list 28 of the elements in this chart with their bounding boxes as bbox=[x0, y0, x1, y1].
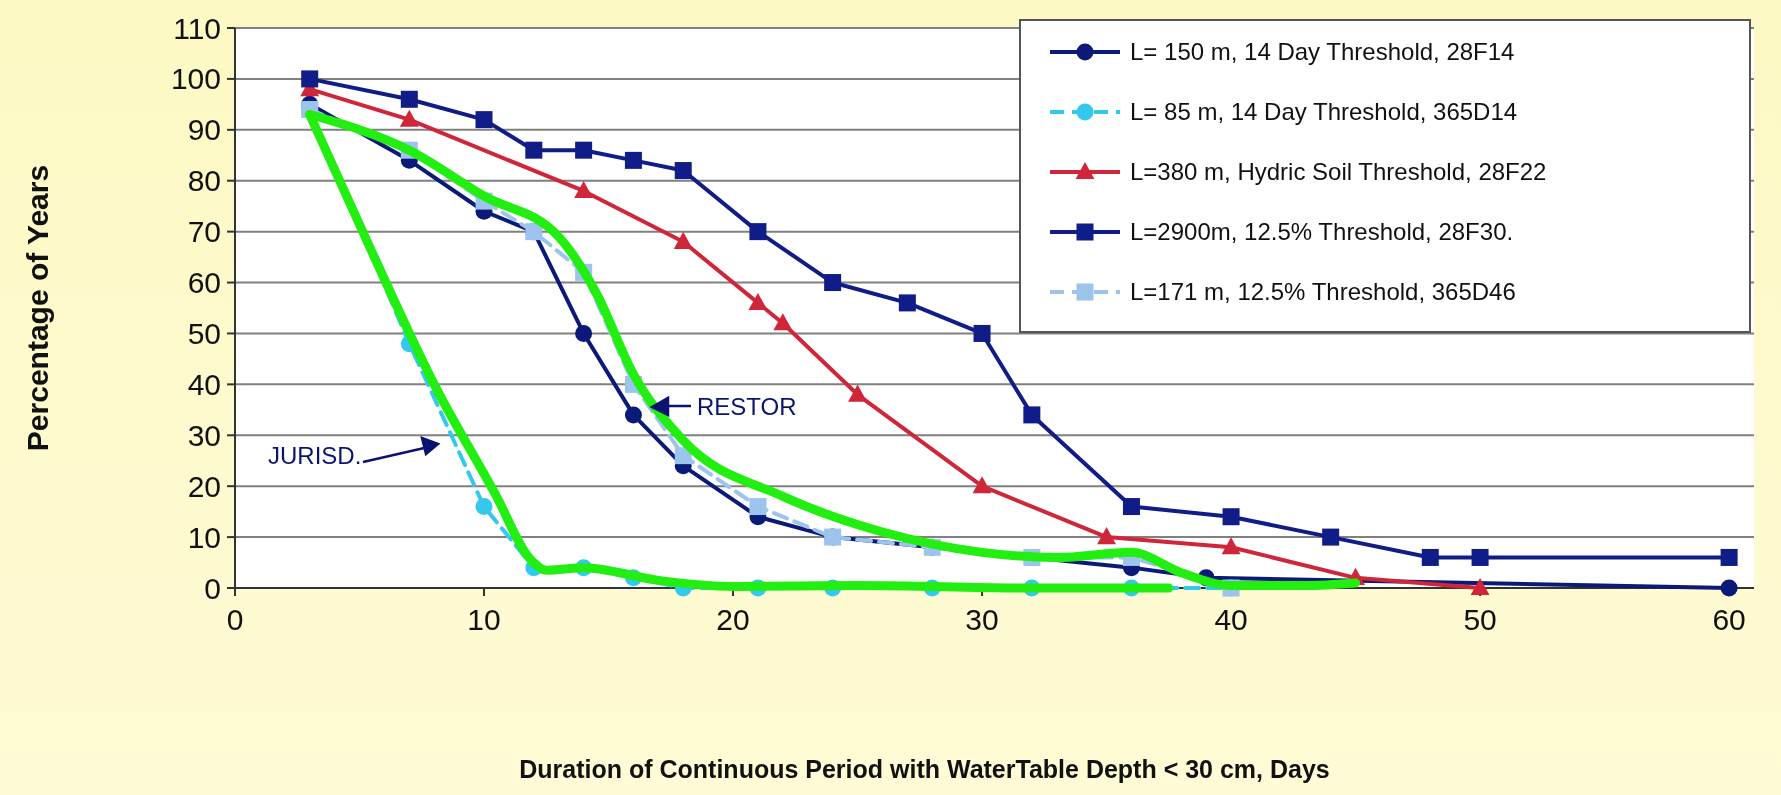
y-tick-label: 50 bbox=[187, 316, 221, 350]
y-tick-label: 30 bbox=[187, 418, 221, 452]
legend-label: L=171 m, 12.5% Threshold, 365D46 bbox=[1130, 278, 1516, 306]
x-tick-label: 30 bbox=[965, 603, 999, 636]
x-tick-label: 40 bbox=[1214, 603, 1248, 636]
annotation: RESTOR bbox=[697, 393, 797, 420]
annotation: JURISD. bbox=[268, 442, 362, 469]
y-tick-label: 70 bbox=[187, 215, 221, 249]
x-tick-label: 0 bbox=[226, 603, 244, 636]
y-tick-label: 90 bbox=[187, 113, 221, 147]
y-tick-label: 20 bbox=[187, 469, 221, 503]
x-axis-title: Duration of Continuous Period with WaterTable Depth < 30 cm, Days bbox=[519, 755, 1330, 783]
legend-label: L=380 m, Hydric Soil Threshold, 28F22 bbox=[1130, 158, 1547, 186]
y-tick-label: 100 bbox=[170, 62, 221, 96]
legend-label: L= 150 m, 14 Day Threshold, 28F14 bbox=[1130, 38, 1515, 66]
x-tick-label: 20 bbox=[716, 603, 750, 636]
y-tick-label: 40 bbox=[187, 367, 221, 401]
y-tick-label: 110 bbox=[173, 11, 221, 45]
x-tick-label: 50 bbox=[1463, 603, 1497, 636]
x-tick-label: 60 bbox=[1712, 603, 1746, 636]
y-tick-label: 0 bbox=[204, 571, 221, 605]
y-tick-label: 10 bbox=[187, 520, 221, 554]
legend-label: L= 85 m, 14 Day Threshold, 365D14 bbox=[1130, 98, 1518, 126]
y-tick-label: 60 bbox=[187, 266, 221, 300]
x-tick-label: 10 bbox=[467, 603, 501, 636]
y-tick-label: 80 bbox=[187, 164, 221, 198]
legend-label: L=2900m, 12.5% Threshold, 28F30. bbox=[1130, 218, 1514, 246]
y-axis-title: Percentage of Years bbox=[21, 164, 54, 452]
